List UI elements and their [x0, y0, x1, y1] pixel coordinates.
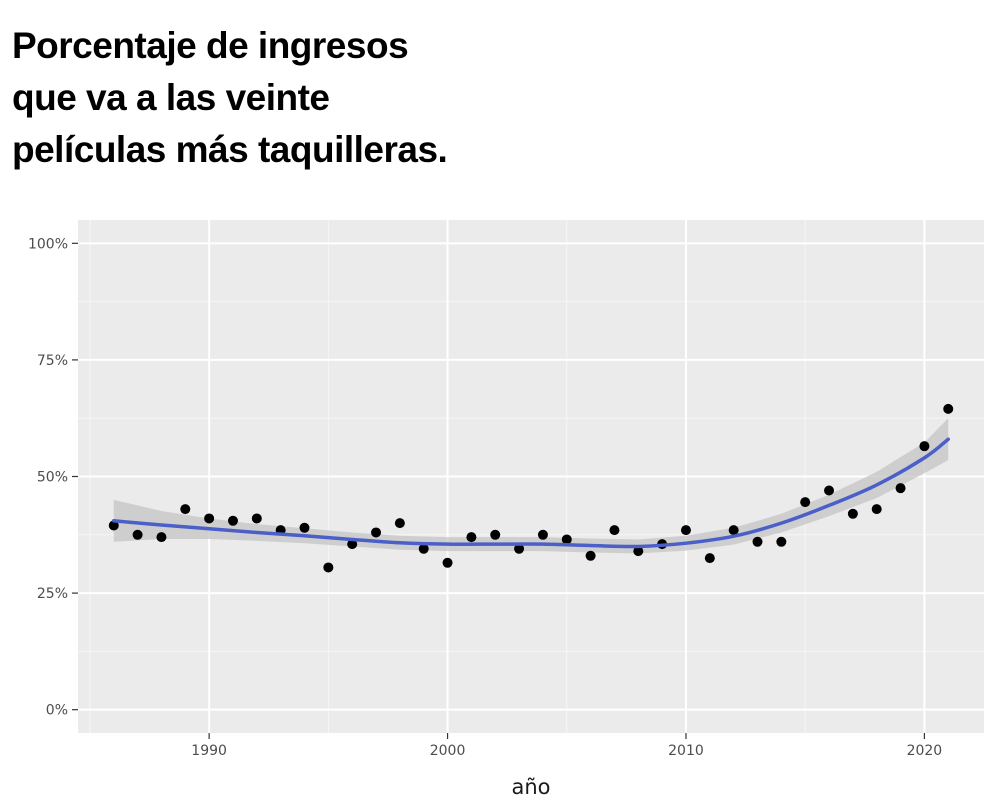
data-point: [537, 529, 548, 540]
data-point: [466, 532, 477, 543]
title-line-1: Porcentaje de ingresos: [12, 25, 409, 66]
data-point: [347, 539, 358, 550]
data-point: [418, 543, 429, 554]
data-point: [752, 536, 763, 547]
data-point: [299, 522, 310, 533]
data-point: [323, 562, 334, 573]
y-tick-label: 75%: [37, 353, 68, 369]
data-point: [728, 525, 739, 536]
data-point: [824, 485, 835, 496]
data-point: [132, 529, 143, 540]
data-point: [895, 483, 906, 494]
data-point: [371, 527, 382, 538]
data-point: [514, 543, 525, 554]
data-point: [871, 504, 882, 515]
data-point: [704, 553, 715, 564]
data-point: [585, 550, 596, 561]
data-point: [561, 534, 572, 545]
y-tick-label: 25%: [37, 586, 68, 602]
data-point: [180, 504, 191, 515]
data-point: [204, 513, 215, 524]
data-point: [609, 525, 620, 536]
data-point: [227, 515, 238, 526]
x-tick-label: 1990: [191, 743, 227, 759]
data-point: [251, 513, 262, 524]
y-tick-label: 0%: [46, 703, 68, 719]
y-tick-label: 50%: [37, 470, 68, 486]
data-point: [776, 536, 787, 547]
data-points: [108, 403, 954, 573]
data-point: [633, 546, 644, 557]
data-point: [943, 403, 954, 414]
x-tick-label: 2020: [907, 743, 943, 759]
chart-title: Porcentaje de ingresos que va a las vein…: [12, 20, 712, 176]
x-axis: 1990 2000 2010 2020: [191, 733, 942, 759]
smooth-trend-line: [112, 437, 950, 549]
data-point: [156, 532, 167, 543]
x-tick-label: 2010: [668, 743, 704, 759]
title-line-3: películas más taquilleras.: [12, 129, 448, 170]
x-tick-label: 2000: [430, 743, 466, 759]
title-line-2: que va a las veinte: [12, 77, 330, 118]
data-point: [919, 441, 930, 452]
y-tick-label: 100%: [28, 236, 68, 252]
data-point: [800, 497, 811, 508]
major-gridlines: [78, 220, 984, 733]
y-axis: 0% 25% 50% 75% 100%: [28, 236, 78, 719]
data-point: [490, 529, 501, 540]
data-point: [442, 557, 453, 568]
x-axis-label: año: [511, 775, 550, 799]
data-point: [680, 525, 691, 536]
data-point: [847, 508, 858, 519]
data-point: [108, 520, 119, 531]
data-point: [394, 518, 405, 529]
